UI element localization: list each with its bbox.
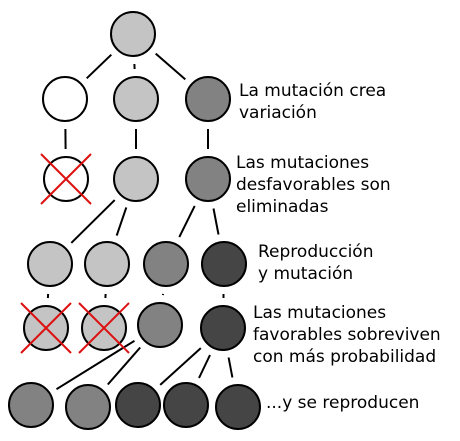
edge-n-sel-medium-to-n-rep-medium bbox=[178, 205, 196, 238]
node-rep-dark bbox=[201, 241, 247, 287]
label-reproduction: Reproducción y mutación bbox=[258, 242, 373, 284]
node-var-white bbox=[42, 76, 88, 122]
organism-circle-dark bbox=[215, 384, 261, 430]
organism-circle-dark bbox=[163, 382, 209, 428]
node-fav-dark bbox=[200, 305, 246, 351]
label-elimination: Las mutaciones desfavorables son elimina… bbox=[236, 153, 391, 217]
edge-n-fav-dark-to-n-off-dark-c bbox=[227, 357, 234, 378]
node-sel-medium bbox=[185, 156, 231, 202]
organism-circle-medium bbox=[137, 302, 183, 348]
label-favorable-line-3: con más probabilidad bbox=[253, 347, 436, 367]
eliminated-cross-icon-stroke-2 bbox=[78, 302, 130, 354]
label-offspring-line-1: ...y se reproducen bbox=[266, 393, 419, 413]
edge-n-root-to-n-var-medium bbox=[155, 52, 186, 81]
node-off-medium-a bbox=[8, 382, 54, 428]
organism-circle-dark bbox=[200, 305, 246, 351]
label-offspring: ...y se reproducen bbox=[266, 393, 419, 413]
node-rep-light-b bbox=[84, 241, 130, 287]
label-variation: La mutación crea variación bbox=[239, 81, 386, 123]
node-rep-light-a bbox=[27, 241, 73, 287]
organism-circle-light bbox=[113, 76, 159, 122]
label-favorable: Las mutaciones favorables sobreviven con… bbox=[253, 303, 441, 367]
edge-n-sel-light-to-n-rep-light-a bbox=[70, 199, 116, 244]
node-off-dark-c bbox=[215, 384, 261, 430]
organism-circle-dark bbox=[201, 241, 247, 287]
organism-circle-dark bbox=[115, 382, 161, 428]
edge-n-fav-medium-to-n-off-medium-a bbox=[55, 339, 136, 391]
label-favorable-line-1: Las mutaciones bbox=[253, 303, 386, 323]
eliminated-cross-icon-stroke-2 bbox=[20, 302, 72, 354]
node-fav-medium bbox=[137, 302, 183, 348]
node-root bbox=[110, 11, 156, 57]
label-variation-line-1: La mutación crea bbox=[239, 81, 386, 101]
label-reproduction-line-2: y mutación bbox=[258, 264, 353, 284]
organism-circle-light bbox=[27, 241, 73, 287]
organism-circle-medium bbox=[143, 241, 189, 287]
organism-circle-white bbox=[42, 76, 88, 122]
organism-circle-medium bbox=[65, 384, 111, 430]
label-elimination-line-3: eliminadas bbox=[236, 197, 329, 217]
edge-n-fav-dark-to-n-off-dark-a bbox=[159, 347, 202, 386]
organism-circle-medium bbox=[185, 156, 231, 202]
label-reproduction-line-1: Reproducción bbox=[258, 242, 373, 262]
label-elimination-line-1: Las mutaciones bbox=[236, 153, 369, 173]
node-fav-light-a bbox=[20, 302, 72, 354]
node-rep-medium bbox=[143, 241, 189, 287]
node-var-medium bbox=[185, 76, 231, 122]
organism-circle-light bbox=[84, 241, 130, 287]
nodes-layer bbox=[8, 11, 261, 430]
organism-circle-medium bbox=[185, 76, 231, 122]
edge-n-fav-medium-to-n-off-medium-b bbox=[107, 346, 141, 386]
node-off-dark-a bbox=[115, 382, 161, 428]
edge-n-sel-medium-to-n-rep-dark bbox=[212, 208, 220, 235]
label-elimination-line-2: desfavorables son bbox=[236, 175, 391, 195]
eliminated-cross-icon-stroke-2 bbox=[40, 153, 92, 205]
organism-circle-medium bbox=[8, 382, 54, 428]
label-variation-line-2: variación bbox=[239, 103, 317, 123]
node-sel-white bbox=[40, 153, 92, 205]
edge-n-root-to-n-var-white bbox=[86, 53, 112, 80]
node-sel-light bbox=[113, 156, 159, 202]
edge-n-sel-light-to-n-rep-light-b bbox=[115, 207, 128, 236]
edges-layer bbox=[46, 52, 234, 391]
organism-circle-light bbox=[113, 156, 159, 202]
organism-circle-light bbox=[110, 11, 156, 57]
node-fav-light-b bbox=[78, 302, 130, 354]
node-var-light bbox=[113, 76, 159, 122]
label-favorable-line-2: favorables sobreviven bbox=[253, 325, 441, 345]
node-off-dark-b bbox=[163, 382, 209, 428]
node-off-medium-b bbox=[65, 384, 111, 430]
edge-n-fav-dark-to-n-off-dark-b bbox=[198, 354, 211, 379]
